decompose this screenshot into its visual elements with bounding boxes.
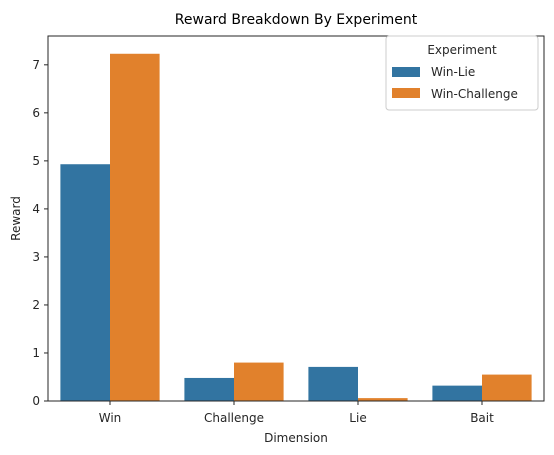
bars-layer	[60, 53, 532, 402]
legend-box	[385, 35, 539, 111]
y-tick-label: 2	[32, 298, 40, 312]
y-axis-label: Reward	[9, 196, 23, 241]
legend-swatch-win-challenge	[392, 88, 420, 98]
y-tick-label: 6	[32, 106, 40, 120]
bar-win-challenge-bait	[482, 374, 532, 401]
bar-win-challenge-challenge	[234, 362, 284, 401]
legend-label-win-lie: Win-Lie	[431, 65, 475, 79]
y-tick-label: 1	[32, 346, 40, 360]
plot-frame	[47, 35, 545, 402]
chart-title: Reward Breakdown By Experiment	[175, 12, 418, 28]
legend-swatch-win-lie	[392, 67, 420, 77]
bar-win-lie-lie	[308, 366, 358, 401]
bar-win-challenge-win	[110, 53, 160, 402]
x-tick-label-bait: Bait	[470, 411, 494, 425]
x-axis-label: Dimension	[264, 431, 328, 445]
y-axis-ticks: 0 1 2 3 4 5 6 7	[32, 58, 48, 408]
bar-win-lie-bait	[432, 385, 482, 401]
y-tick-label: 0	[32, 394, 40, 408]
legend-label-win-challenge: Win-Challenge	[431, 87, 518, 101]
legend-title: Experiment	[427, 43, 497, 57]
bar-win-challenge-lie	[358, 398, 408, 401]
x-tick-label-win: Win	[99, 411, 122, 425]
y-tick-label: 7	[32, 58, 40, 72]
y-tick-label: 4	[32, 202, 40, 216]
bar-win-lie-challenge	[184, 377, 234, 401]
y-tick-label: 3	[32, 250, 40, 264]
x-axis-ticks: Win Challenge Lie Bait	[99, 401, 494, 425]
x-tick-label-challenge: Challenge	[204, 411, 264, 425]
bar-win-lie-win	[60, 164, 110, 401]
y-tick-label: 5	[32, 154, 40, 168]
legend: Experiment Win-Lie Win-Challenge	[385, 35, 539, 111]
x-tick-label-lie: Lie	[349, 411, 366, 425]
